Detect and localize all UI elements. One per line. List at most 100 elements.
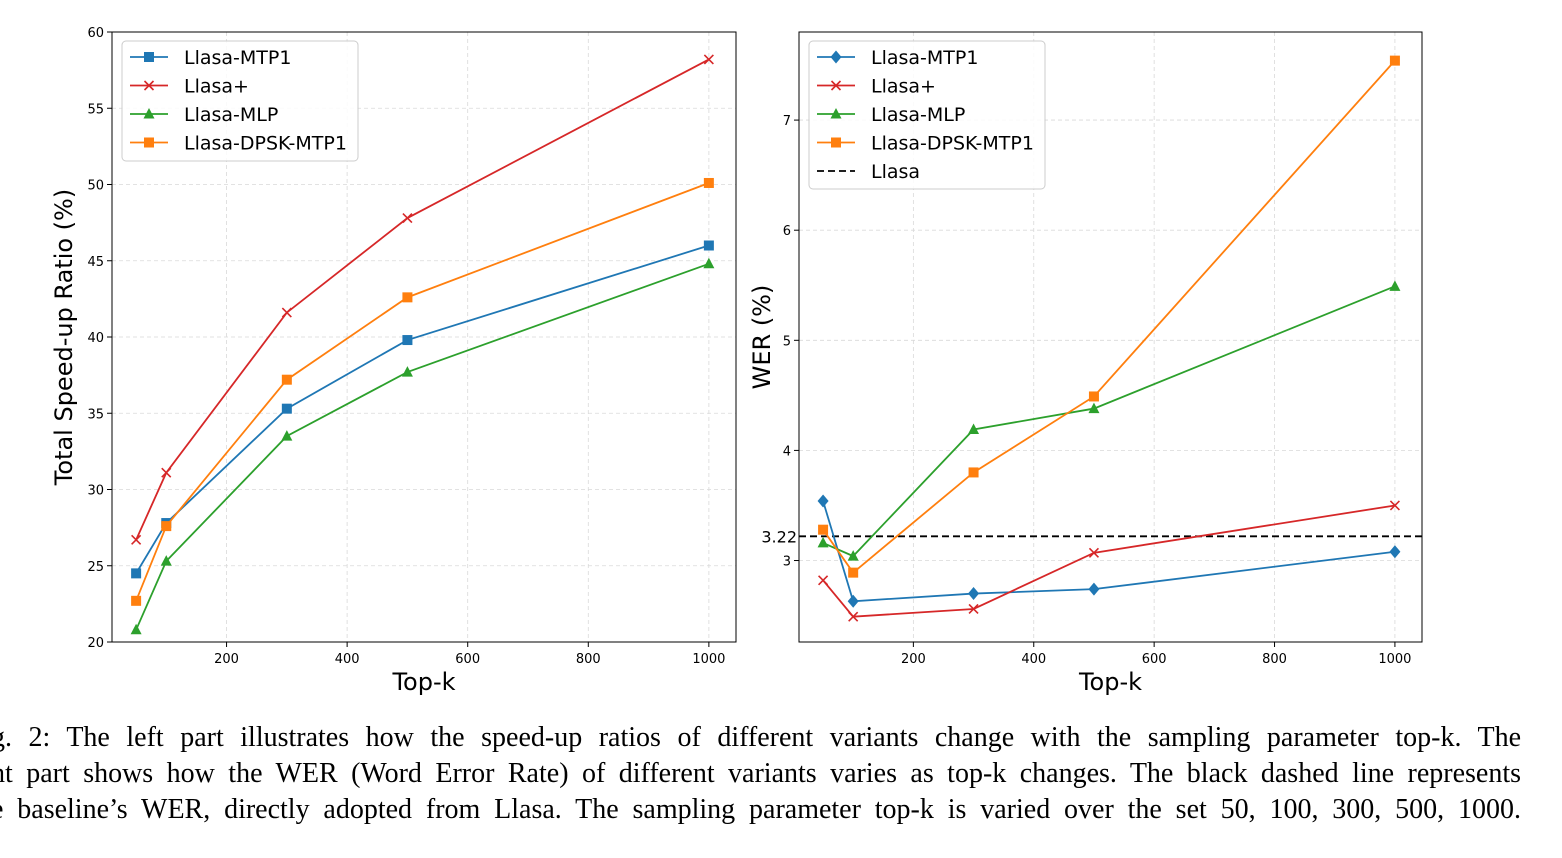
y-axis-label: WER (%) — [748, 285, 776, 390]
legend-marker — [144, 137, 154, 148]
x-tick-label: 400 — [335, 652, 360, 667]
data-point — [1389, 280, 1401, 291]
data-point — [281, 403, 292, 414]
legend-entry: Llasa+ — [130, 76, 249, 98]
series-line — [822, 285, 1396, 558]
legend-label: Llasa+ — [871, 76, 936, 98]
y-tick-label: 30 — [87, 484, 104, 499]
data-point — [402, 292, 413, 303]
legend-entry: Llasa-MLP — [130, 104, 278, 126]
data-point — [818, 524, 829, 535]
series-llasa-mlp — [130, 257, 715, 635]
data-point — [401, 366, 413, 377]
data-point — [818, 575, 829, 586]
data-point — [703, 257, 715, 269]
y-tick-label: 20 — [87, 636, 104, 651]
series-llasa-dpsk-mtp1 — [131, 177, 714, 606]
data-point — [281, 430, 293, 441]
legend-marker — [830, 80, 842, 91]
legend-entry: Llasa-DPSK-MTP1 — [817, 133, 1034, 155]
figure: 200 400 600 800 1000202530354045505560Top-kT… — [50, 26, 1423, 696]
legend-label: Llasa+ — [184, 76, 249, 98]
x-tick-label: 600 — [1142, 652, 1167, 667]
series-line — [135, 182, 710, 602]
caption-line-3: e baseline’s WER, directly adopted from … — [0, 794, 1521, 825]
series-llasa- — [818, 500, 1400, 622]
x-tick-label: 800 — [1262, 652, 1287, 667]
data-point — [1088, 547, 1100, 558]
y-tick-label: 5 — [783, 334, 791, 349]
legend-box — [808, 40, 1046, 190]
x-axis-label: Top-k — [1078, 668, 1142, 696]
legend-marker — [830, 108, 842, 119]
legend-entry: Llasa-MTP1 — [817, 47, 978, 69]
data-point — [281, 374, 292, 385]
legend-entry: Llasa+ — [817, 76, 936, 98]
x-tick-label: 200 — [901, 652, 926, 667]
data-point — [131, 568, 142, 579]
y-tick-label: 4 — [783, 444, 791, 459]
data-point — [402, 212, 413, 224]
caption-line-2: ht part shows how the WER (Word Error Ra… — [0, 758, 1521, 789]
legend-label: Llasa-MTP1 — [184, 47, 291, 69]
y-tick-label: 45 — [87, 255, 104, 270]
grid — [799, 32, 1422, 642]
data-point — [131, 595, 142, 606]
legend: Llasa-MTP1 Llasa+ Llasa-MLP Llasa-DPSK-MTP1 — [121, 40, 359, 162]
series-llasa- — [131, 54, 714, 545]
data-point — [968, 467, 979, 478]
baseline-value-label: 3.22 — [761, 527, 797, 546]
x-tick-label: 800 — [576, 652, 601, 667]
x-tick-label: 200 — [214, 652, 239, 667]
grid — [112, 31, 736, 643]
y-tick-label: 7 — [783, 114, 791, 129]
caption-line-1: g. 2: The left part illustrates how the … — [0, 722, 1521, 753]
y-tick-label: 25 — [87, 560, 104, 575]
y-tick-label: 3 — [783, 555, 791, 570]
y-tick-label: 60 — [87, 26, 104, 41]
series-llasa-dpsk-mtp1 — [818, 55, 1400, 578]
legend-marker — [143, 80, 155, 91]
data-point — [130, 623, 142, 635]
data-point — [131, 534, 142, 545]
legend-box — [121, 40, 359, 162]
legend-entry: Llasa-MLP — [817, 104, 965, 126]
legend-entry: Llasa-DPSK-MTP1 — [130, 133, 347, 155]
wer-chart: 3.22 200 400 600 800 1000 3 4 5 6 7 Top-k WER (%) Lla… — [748, 31, 1423, 696]
legend-label: Llasa — [871, 161, 920, 183]
y-tick-label: 55 — [87, 102, 104, 117]
x-tick-label: 1000 — [1378, 652, 1411, 667]
data-point — [161, 467, 172, 478]
data-point — [1389, 55, 1400, 66]
series-line — [822, 504, 1396, 618]
x-tick-label: 1000 — [692, 652, 725, 667]
data-point — [1389, 500, 1400, 511]
y-axis-label: Total Speed-up Ratio (%) — [50, 189, 78, 486]
x-axis-label: Top-k — [391, 668, 455, 696]
data-point — [161, 521, 172, 532]
plot-frame — [798, 31, 1423, 643]
legend-marker — [143, 108, 155, 119]
legend-marker — [144, 52, 154, 62]
y-tick-label: 6 — [783, 224, 791, 239]
data-point — [1389, 545, 1401, 559]
legend-entry: Llasa-MTP1 — [130, 47, 291, 69]
legend-marker — [830, 50, 842, 64]
y-tick-label: 40 — [87, 331, 104, 346]
speedup-chart: 200 400 600 800 1000 20 25 30 35 40 45 50 55 60 Top-k T… — [50, 26, 737, 696]
y-tick-label: 50 — [87, 179, 104, 194]
series-llasa-mtp1 — [817, 494, 1401, 608]
x-tick-label: 600 — [455, 652, 480, 667]
legend-label: Llasa-MTP1 — [871, 47, 978, 69]
data-point — [703, 54, 714, 65]
data-point — [1088, 582, 1100, 596]
series-line — [135, 262, 710, 631]
legend-label: Llasa-MLP — [871, 104, 965, 126]
data-point — [968, 603, 979, 615]
data-point — [848, 611, 859, 622]
series-llasa-mlp — [817, 280, 1401, 561]
data-point — [703, 240, 714, 251]
data-point — [847, 550, 859, 561]
figure-caption: g. 2: The left part illustrates how the … — [0, 720, 1521, 828]
x-tick-label: 400 — [1021, 652, 1046, 667]
